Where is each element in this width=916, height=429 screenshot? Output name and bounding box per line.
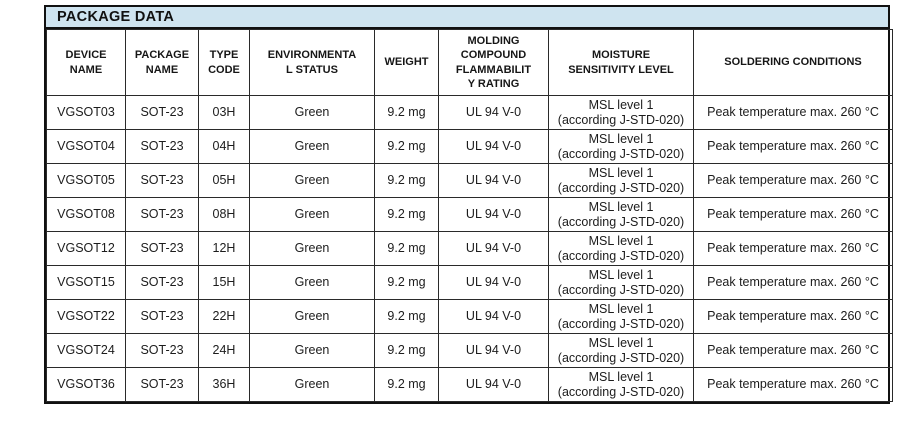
cell-soldering_conditions: Peak temperature max. 260 °C <box>693 299 893 334</box>
table-row: VGSOT03 SOT-23 03H Green 9.2 mg UL 94 V-0 MSL … <box>46 95 893 130</box>
cell-environmental_status: Green <box>249 299 375 334</box>
table-header-row: DEVICE NAME PACKAGE NAME TYPE CODE ENVIRONM… <box>46 29 893 96</box>
cell-molding_compound_flammability_rating: UL 94 V-0 <box>438 299 549 334</box>
cell-type_code: 22H <box>198 299 250 334</box>
cell-type_code: 24H <box>198 333 250 368</box>
cell-moisture_sensitivity_level: MSL level 1 (according J-STD-020) <box>548 299 694 334</box>
cell-molding_compound_flammability_rating: UL 94 V-0 <box>438 333 549 368</box>
cell-type_code: 36H <box>198 367 250 402</box>
cell-moisture_sensitivity_level: MSL level 1 (according J-STD-020) <box>548 163 694 198</box>
cell-soldering_conditions: Peak temperature max. 260 °C <box>693 163 893 198</box>
cell-soldering_conditions: Peak temperature max. 260 °C <box>693 231 893 266</box>
cell-environmental_status: Green <box>249 265 375 300</box>
cell-soldering_conditions: Peak temperature max. 260 °C <box>693 367 893 402</box>
cell-soldering_conditions: Peak temperature max. 260 °C <box>693 265 893 300</box>
table-row: VGSOT04 SOT-23 04H Green 9.2 mg UL 94 V-0 MSL … <box>46 129 893 164</box>
cell-weight: 9.2 mg <box>374 367 439 402</box>
cell-moisture_sensitivity_level: MSL level 1 (according J-STD-020) <box>548 333 694 368</box>
cell-weight: 9.2 mg <box>374 231 439 266</box>
cell-moisture_sensitivity_level: MSL level 1 (according J-STD-020) <box>548 95 694 130</box>
cell-package_name: SOT-23 <box>125 265 199 300</box>
package-data-table-container: PACKAGE DATA DEVICE NAME PACKAGE NAME TYPE… <box>44 5 893 404</box>
cell-device_name: VGSOT08 <box>46 197 126 232</box>
column-header-package_name: PACKAGE NAME <box>125 29 199 96</box>
cell-type_code: 03H <box>198 95 250 130</box>
cell-molding_compound_flammability_rating: UL 94 V-0 <box>438 163 549 198</box>
cell-molding_compound_flammability_rating: UL 94 V-0 <box>438 129 549 164</box>
cell-type_code: 04H <box>198 129 250 164</box>
package-data-title: PACKAGE DATA <box>46 7 888 29</box>
cell-package_name: SOT-23 <box>125 299 199 334</box>
cell-package_name: SOT-23 <box>125 333 199 368</box>
table-row: VGSOT36 SOT-23 36H Green 9.2 mg UL 94 V-0 MSL … <box>46 367 893 402</box>
column-header-molding_compound_flammability_rating: MOLDING COMPOUND FLAMMABILIT Y RATING <box>438 29 549 96</box>
cell-weight: 9.2 mg <box>374 265 439 300</box>
column-header-environmental_status: ENVIRONMENTA L STATUS <box>249 29 375 96</box>
cell-environmental_status: Green <box>249 367 375 402</box>
cell-environmental_status: Green <box>249 197 375 232</box>
table-row: VGSOT12 SOT-23 12H Green 9.2 mg UL 94 V-0 MSL … <box>46 231 893 266</box>
cell-moisture_sensitivity_level: MSL level 1 (according J-STD-020) <box>548 367 694 402</box>
cell-weight: 9.2 mg <box>374 129 439 164</box>
cell-weight: 9.2 mg <box>374 95 439 130</box>
cell-device_name: VGSOT04 <box>46 129 126 164</box>
cell-device_name: VGSOT15 <box>46 265 126 300</box>
cell-package_name: SOT-23 <box>125 129 199 164</box>
cell-soldering_conditions: Peak temperature max. 260 °C <box>693 95 893 130</box>
cell-device_name: VGSOT22 <box>46 299 126 334</box>
cell-type_code: 05H <box>198 163 250 198</box>
cell-environmental_status: Green <box>249 95 375 130</box>
cell-device_name: VGSOT24 <box>46 333 126 368</box>
cell-environmental_status: Green <box>249 129 375 164</box>
cell-environmental_status: Green <box>249 231 375 266</box>
cell-package_name: SOT-23 <box>125 95 199 130</box>
cell-molding_compound_flammability_rating: UL 94 V-0 <box>438 367 549 402</box>
table-row: VGSOT22 SOT-23 22H Green 9.2 mg UL 94 V-0 MSL … <box>46 299 893 334</box>
cell-weight: 9.2 mg <box>374 299 439 334</box>
cell-moisture_sensitivity_level: MSL level 1 (according J-STD-020) <box>548 265 694 300</box>
cell-device_name: VGSOT05 <box>46 163 126 198</box>
cell-molding_compound_flammability_rating: UL 94 V-0 <box>438 95 549 130</box>
cell-weight: 9.2 mg <box>374 333 439 368</box>
cell-device_name: VGSOT03 <box>46 95 126 130</box>
cell-type_code: 08H <box>198 197 250 232</box>
cell-weight: 9.2 mg <box>374 163 439 198</box>
cell-soldering_conditions: Peak temperature max. 260 °C <box>693 129 893 164</box>
table-row: VGSOT24 SOT-23 24H Green 9.2 mg UL 94 V-0 MSL … <box>46 333 893 368</box>
cell-environmental_status: Green <box>249 163 375 198</box>
cell-package_name: SOT-23 <box>125 231 199 266</box>
column-header-type_code: TYPE CODE <box>198 29 250 96</box>
cell-device_name: VGSOT12 <box>46 231 126 266</box>
table-row: VGSOT15 SOT-23 15H Green 9.2 mg UL 94 V-0 MSL … <box>46 265 893 300</box>
cell-package_name: SOT-23 <box>125 197 199 232</box>
cell-package_name: SOT-23 <box>125 163 199 198</box>
table-row: VGSOT08 SOT-23 08H Green 9.2 mg UL 94 V-0 MSL … <box>46 197 893 232</box>
cell-environmental_status: Green <box>249 333 375 368</box>
cell-moisture_sensitivity_level: MSL level 1 (according J-STD-020) <box>548 129 694 164</box>
cell-weight: 9.2 mg <box>374 197 439 232</box>
cell-type_code: 15H <box>198 265 250 300</box>
cell-soldering_conditions: Peak temperature max. 260 °C <box>693 333 893 368</box>
cell-device_name: VGSOT36 <box>46 367 126 402</box>
table-row: VGSOT05 SOT-23 05H Green 9.2 mg UL 94 V-0 MSL … <box>46 163 893 198</box>
cell-package_name: SOT-23 <box>125 367 199 402</box>
column-header-moisture_sensitivity_level: MOISTURE SENSITIVITY LEVEL <box>548 29 694 96</box>
column-header-soldering_conditions: SOLDERING CONDITIONS <box>693 29 893 96</box>
package-data-table: DEVICE NAME PACKAGE NAME TYPE CODE ENVIRONM… <box>46 29 893 402</box>
cell-molding_compound_flammability_rating: UL 94 V-0 <box>438 265 549 300</box>
column-header-device_name: DEVICE NAME <box>46 29 126 96</box>
column-header-weight: WEIGHT <box>374 29 439 96</box>
cell-molding_compound_flammability_rating: UL 94 V-0 <box>438 231 549 266</box>
cell-moisture_sensitivity_level: MSL level 1 (according J-STD-020) <box>548 197 694 232</box>
cell-moisture_sensitivity_level: MSL level 1 (according J-STD-020) <box>548 231 694 266</box>
cell-type_code: 12H <box>198 231 250 266</box>
cell-molding_compound_flammability_rating: UL 94 V-0 <box>438 197 549 232</box>
cell-soldering_conditions: Peak temperature max. 260 °C <box>693 197 893 232</box>
